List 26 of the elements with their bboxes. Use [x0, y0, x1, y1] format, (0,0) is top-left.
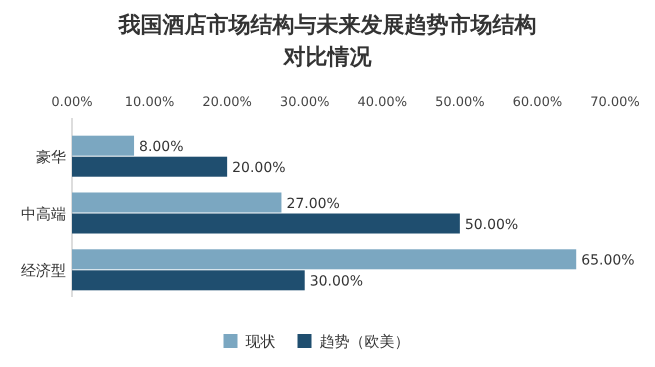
- bar: [72, 249, 576, 270]
- legend-label: 现状: [246, 332, 276, 350]
- legend-label: 趋势（欧美）: [320, 332, 410, 350]
- bar: [72, 136, 134, 156]
- data-label: 27.00%: [286, 196, 340, 212]
- bar: [72, 214, 460, 234]
- x-tick-label: 60.00%: [512, 95, 562, 110]
- x-tick-label: 0.00%: [51, 95, 93, 110]
- x-tick-label: 40.00%: [357, 95, 408, 110]
- data-label: 65.00%: [581, 252, 635, 269]
- bar: [72, 192, 282, 212]
- data-label: 30.00%: [310, 274, 364, 290]
- x-tick-label: 50.00%: [435, 95, 485, 110]
- x-tick-label: 30.00%: [280, 95, 330, 110]
- data-label: 50.00%: [464, 216, 518, 233]
- x-tick-label: 20.00%: [202, 95, 252, 110]
- y-tick-label: 中高端: [21, 204, 66, 223]
- y-tick-label: 经济型: [21, 262, 66, 280]
- x-tick-label: 70.00%: [590, 95, 640, 110]
- data-label: 8.00%: [139, 139, 184, 156]
- y-tick-label: 豪华: [36, 148, 66, 166]
- data-label: 20.00%: [232, 160, 286, 176]
- x-tick-label: 10.00%: [124, 95, 174, 110]
- chart-title: 我国酒店市场结构与未来发展趋势市场结构对比情况: [118, 12, 536, 70]
- bar: [72, 156, 228, 177]
- bar: [72, 270, 305, 290]
